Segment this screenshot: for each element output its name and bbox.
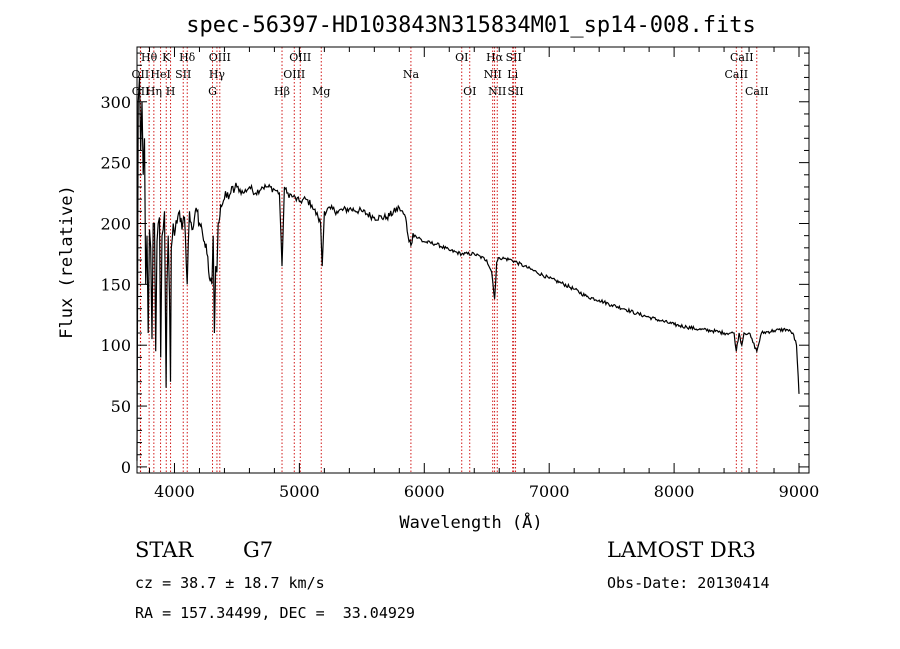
spectral-line-markers: Hθ OII OII K HeI Hη H Hδ SII OIII Hγ G OIII OIII Hβ Mg N… (132, 47, 769, 473)
spectral-line-label: CaII (745, 85, 769, 98)
y-tick-label: 150 (100, 275, 131, 294)
spectral-line-label: K (162, 51, 171, 64)
y-axis-label: Flux (relative) (57, 185, 77, 339)
spectral-line-label: Hδ (179, 51, 196, 64)
spectral-line-label: SII (506, 51, 522, 64)
spectral-line-label: Hη (146, 85, 162, 98)
spectral-line-label: NII (488, 85, 506, 98)
x-tick-label: 6000 (404, 482, 445, 501)
redshift-readout: cz = 38.7 ± 18.7 km/s (135, 574, 325, 592)
spectral-line-label: H (166, 85, 176, 98)
spectral-line-label: SII (175, 68, 191, 81)
y-tick-label: 250 (100, 154, 131, 173)
spectral-line-label: OII (132, 68, 150, 81)
spectral-line-label: Hθ (141, 51, 158, 64)
spectral-line-label: Mg (312, 85, 330, 98)
spectrum-line (136, 77, 800, 461)
spectral-line-label: OII (132, 85, 150, 98)
spectral-line-label: SII (507, 85, 523, 98)
spectral-subclass: G7 (243, 538, 274, 562)
x-tick-label: 9000 (779, 482, 820, 501)
y-tick-label: 200 (100, 214, 131, 233)
x-tick-label: 5000 (279, 482, 320, 501)
spectral-line-label: Hα (486, 51, 504, 64)
x-axis-label: Wavelength (Å) (399, 511, 542, 533)
spectral-line-label: OIII (209, 51, 231, 64)
spectrum-chart: spec-56397-HD103843N315834M01_sp14-008.f… (57, 13, 820, 533)
spectral-line-label: NII (484, 68, 502, 81)
spectral-line-label: CaII (724, 68, 748, 81)
y-tick-label: 100 (100, 336, 131, 355)
spectral-line-label: G (208, 85, 217, 98)
spectral-line-label: Na (403, 68, 420, 81)
y-tick-label: 0 (121, 458, 131, 477)
x-tick-label: 4000 (154, 482, 195, 501)
coordinates-readout: RA = 157.34499, DEC = 33.04929 (135, 604, 415, 622)
x-tick-label: 7000 (529, 482, 570, 501)
y-tick-label: 300 (100, 93, 131, 112)
spectral-line-label: Hγ (209, 68, 226, 81)
chart-title: spec-56397-HD103843N315834M01_sp14-008.f… (186, 13, 756, 38)
y-tick-label: 50 (111, 397, 131, 416)
spectral-line-label: OIII (289, 51, 311, 64)
spectral-line-label: CaII (730, 51, 754, 64)
spectral-line-label: OIII (283, 68, 305, 81)
spectral-line-label: HeI (150, 68, 170, 81)
x-axis: 4000 5000 6000 7000 8000 9000 (148, 47, 820, 501)
spectral-line-label: Hβ (274, 85, 290, 98)
plot-frame (136, 46, 810, 474)
y-axis: 0 50 100 150 200 250 300 (100, 52, 809, 477)
x-tick-label: 8000 (654, 482, 695, 501)
spectral-line-label: OI (455, 51, 468, 64)
survey-name: LAMOST DR3 (607, 538, 756, 562)
observation-date: Obs-Date: 20130414 (607, 574, 770, 592)
object-class: STAR (135, 538, 194, 562)
spectral-line-label: Li (507, 68, 518, 81)
spectral-line-label: OI (463, 85, 476, 98)
